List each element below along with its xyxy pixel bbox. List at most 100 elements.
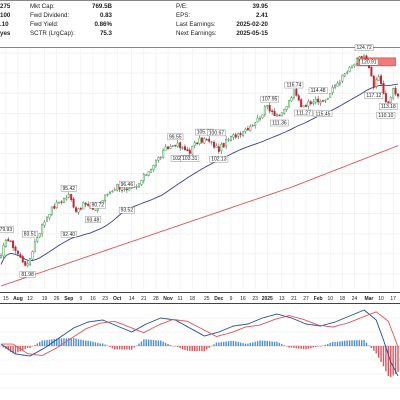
stat-label: SCTR (LrgCap): xyxy=(30,30,75,37)
histogram-bar xyxy=(34,344,36,346)
candle xyxy=(355,58,358,67)
histogram-bar xyxy=(348,340,351,346)
candle xyxy=(268,102,271,114)
stat2-label: P/E: xyxy=(176,3,188,10)
histogram-bar xyxy=(307,346,310,349)
chart-header: 275 100 .10 yes Mkt Cap: 769.5B Fwd Dividend:… xyxy=(0,0,400,48)
histogram-bar xyxy=(101,343,104,346)
candle xyxy=(12,240,15,251)
candle xyxy=(380,73,383,87)
candle xyxy=(193,140,196,149)
histogram-bar xyxy=(128,346,130,350)
x-tick-label: 24 xyxy=(352,296,358,302)
candle xyxy=(351,65,354,69)
candle-body xyxy=(171,145,174,147)
annotation-label: 81.98 xyxy=(21,272,34,278)
candle-body xyxy=(283,109,286,114)
histogram-bar xyxy=(252,342,254,346)
candle-body xyxy=(312,101,315,104)
x-axis: 15 Aug 12 19 26 Sep 9 16 23 Oct 14 21 28 Nov 11 18 25 Dec… xyxy=(0,292,400,304)
candle xyxy=(372,74,375,90)
histogram-bar xyxy=(116,346,118,350)
candle-body xyxy=(314,98,317,103)
x-tick-label: 23 xyxy=(252,296,258,302)
annotation-label: 105.72 xyxy=(197,130,213,136)
candle xyxy=(50,206,53,217)
price-annotation: 103.31 xyxy=(180,155,200,162)
histogram-bar xyxy=(235,341,237,346)
candle xyxy=(135,184,138,190)
candle-body xyxy=(319,101,322,104)
candle-body xyxy=(140,180,143,185)
candle xyxy=(137,183,140,188)
histogram-bar xyxy=(126,346,128,350)
histogram-bar xyxy=(394,346,397,374)
candle-body xyxy=(392,88,395,99)
candle-body xyxy=(220,143,223,152)
candle xyxy=(237,132,240,140)
price-annotation: 96.46 xyxy=(118,181,135,188)
candle-body xyxy=(50,206,53,215)
stat-value: 769.5B xyxy=(92,3,112,10)
candle xyxy=(234,132,237,140)
histogram-bar xyxy=(392,346,394,376)
candle-body xyxy=(242,131,245,136)
histogram-bar xyxy=(365,342,368,346)
candle-body xyxy=(48,214,51,219)
x-tick-label: 18 xyxy=(189,296,195,302)
candle xyxy=(348,66,351,73)
candle xyxy=(24,261,27,267)
histogram-bar xyxy=(92,341,94,346)
candle-body xyxy=(334,85,337,88)
candle-body xyxy=(198,137,201,145)
candle-body xyxy=(256,117,259,123)
histogram-bar xyxy=(261,340,264,346)
candle xyxy=(227,137,230,142)
histogram-bar xyxy=(360,340,363,346)
histogram-bar xyxy=(147,339,150,346)
candle xyxy=(334,83,337,90)
candle-body xyxy=(372,75,375,88)
candle-body xyxy=(394,88,397,95)
histogram-bar xyxy=(9,346,12,352)
candle xyxy=(397,93,399,99)
candle-body xyxy=(338,81,341,85)
x-tick-label: Oct xyxy=(113,296,122,302)
histogram-bar xyxy=(189,346,191,351)
candle-body xyxy=(94,209,97,211)
price-annotation: 93.48 xyxy=(85,216,101,223)
annotation-box xyxy=(180,155,200,162)
histogram-bar xyxy=(191,346,193,351)
candle xyxy=(370,66,373,77)
candle xyxy=(77,207,80,215)
stat2-value: 2025-02-20 xyxy=(236,21,268,28)
candle-body xyxy=(200,137,203,143)
histogram-bar xyxy=(111,346,114,349)
x-tick-label: 28 xyxy=(153,296,159,302)
histogram-bar xyxy=(157,340,160,346)
candle xyxy=(346,70,349,75)
histogram-bar xyxy=(114,346,116,350)
candle-body xyxy=(292,89,295,99)
candle-body xyxy=(290,97,293,102)
candle xyxy=(222,142,225,148)
histogram-bar xyxy=(104,344,106,346)
histogram-bar xyxy=(242,343,244,346)
candle xyxy=(2,242,5,259)
histogram-bar xyxy=(385,346,387,372)
annotation-box xyxy=(207,129,226,137)
price-annotation: 115.45 xyxy=(313,110,333,117)
annotation-box xyxy=(376,112,396,119)
candle-body xyxy=(305,105,308,107)
price-annotation: 124.72 xyxy=(354,44,374,51)
candle-body xyxy=(278,114,281,117)
candle-body xyxy=(193,142,196,146)
candle-body xyxy=(353,63,356,67)
histogram-bar xyxy=(53,338,55,346)
candle-body xyxy=(2,245,5,257)
header-left-value: 275 xyxy=(0,3,11,10)
histogram-bar xyxy=(380,346,382,362)
histogram-bar xyxy=(46,340,48,346)
candle xyxy=(7,237,10,242)
